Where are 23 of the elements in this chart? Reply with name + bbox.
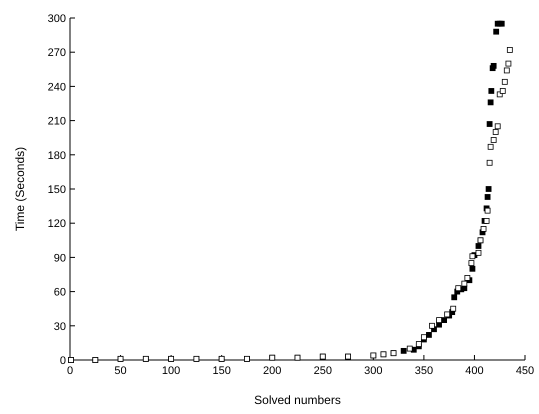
y-tick-label: 0 [60, 355, 66, 367]
y-tick-label: 150 [48, 184, 66, 196]
x-tick-label: 250 [314, 365, 332, 377]
x-tick-label: 50 [114, 365, 127, 377]
y-tick-label: 180 [48, 150, 66, 162]
y-tick-label: 120 [48, 218, 66, 230]
y-tick-label: 210 [48, 116, 66, 128]
y-tick-label: 300 [48, 13, 66, 25]
x-tick-label: 200 [263, 365, 282, 377]
x-tick-label: 0 [66, 365, 74, 377]
y-tick-label: 60 [54, 286, 66, 299]
y-tick-label: 30 [54, 320, 66, 333]
y-tick-label: 90 [54, 252, 66, 264]
x-tick-label: 300 [364, 365, 383, 377]
x-axis-title: Solved numbers [254, 393, 341, 407]
y-tick-label: 270 [48, 47, 66, 60]
y-tick-label: 240 [48, 81, 66, 94]
x-tick-label: 100 [162, 365, 180, 377]
x-tick-label: 400 [465, 365, 484, 377]
y-axis-title: Time (Seconds) [13, 146, 27, 232]
x-tick-label: 350 [414, 365, 434, 377]
x-tick-label: 450 [516, 365, 534, 377]
x-tick-label: 150 [212, 365, 231, 377]
